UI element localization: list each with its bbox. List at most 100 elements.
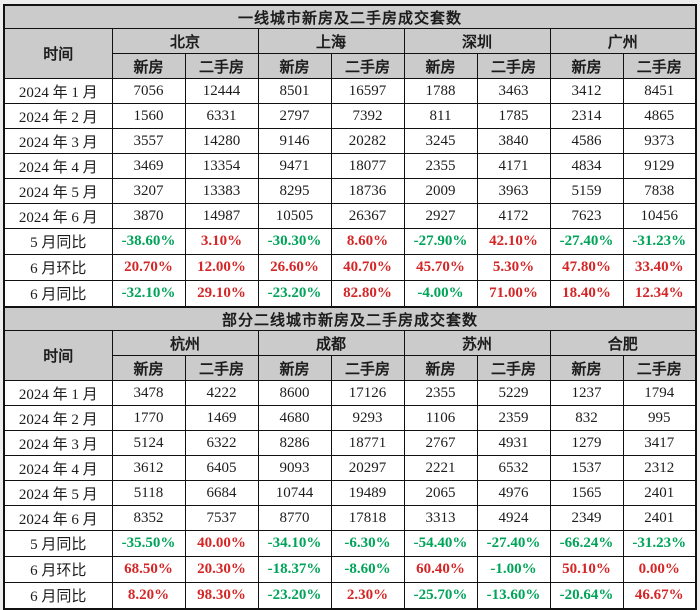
transaction-count-cell: 1279 [549,430,624,456]
transaction-count-cell: 18771 [330,430,405,456]
transaction-count-cell: 8295 [257,178,332,204]
housing-type-header: 二手房 [330,53,405,79]
transaction-count-cell: 10505 [257,203,332,229]
time-header: 时间 [3,330,113,381]
transaction-count-cell: 26367 [330,203,405,229]
data-row: 2024 年 4 月 3469 13354 9471 18077 2355 4171 4834… [3,153,697,179]
transaction-count-cell: 17818 [330,505,405,531]
percentage-cell: 18.40% [549,280,624,308]
month-label: 2024 年 4 月 [3,153,113,179]
transaction-count-cell: 5159 [549,178,624,204]
percentage-cell: -27.40% [549,228,624,255]
percentage-cell: 20.30% [184,556,259,583]
city-header-row: 时间 杭州 成都 苏州 合肥 [3,330,697,381]
percentage-cell: 20.70% [111,254,186,281]
percentage-cell: -35.50% [111,530,186,557]
transaction-count-cell: 2927 [403,203,478,229]
transaction-count-cell: 2401 [622,480,697,506]
percentage-cell: 50.10% [549,556,624,583]
transaction-count-cell: 9471 [257,153,332,179]
transaction-count-cell: 1106 [403,405,478,431]
transaction-count-cell: 5118 [111,480,186,506]
transaction-count-cell: 13354 [184,153,259,179]
housing-type-header: 新房 [257,355,332,381]
housing-type-header: 新房 [257,53,332,79]
percentage-cell: -23.20% [257,582,332,610]
month-label: 2024 年 3 月 [3,128,113,154]
data-row: 2024 年 6 月 3870 14987 10505 26367 2927 4172 762… [3,203,697,229]
transaction-count-cell: 8352 [111,505,186,531]
transaction-count-cell: 2009 [403,178,478,204]
transaction-count-cell: 3478 [111,380,186,406]
transaction-count-cell: 3313 [403,505,478,531]
transaction-count-cell: 1237 [549,380,624,406]
percentage-cell: -1.00% [476,556,551,583]
comparison-label: 6 月同比 [3,280,113,308]
transaction-count-cell: 3870 [111,203,186,229]
transaction-count-cell: 2359 [476,405,551,431]
city-header: 上海 [257,28,405,54]
percentage-cell: 8.60% [330,228,405,255]
month-label: 2024 年 3 月 [3,430,113,456]
data-row: 2024 年 1 月 3478 4222 8600 17126 2355 5229 1237 1… [3,380,697,406]
month-label: 2024 年 4 月 [3,455,113,481]
data-row: 2024 年 1 月 7056 12444 8501 16597 1788 3463 3412… [3,78,697,104]
percentage-cell: 40.00% [184,530,259,557]
percentage-cell: -25.70% [403,582,478,610]
table-title-row: 部分二线城市新房及二手房成交套数 [3,306,697,331]
first-tier-cities-table: 一线城市新房及二手房成交套数 时间 北京 上海 深圳 广州 新房 二手房 新房 二手房 新房 二手房… [3,4,698,308]
month-label: 2024 年 1 月 [3,78,113,104]
percentage-cell: 29.10% [184,280,259,308]
transaction-count-cell: 3417 [622,430,697,456]
transaction-count-cell: 10744 [257,480,332,506]
percentage-cell: 40.70% [330,254,405,281]
transaction-count-cell: 9093 [257,455,332,481]
percentage-cell: -8.60% [330,556,405,583]
transaction-count-cell: 7838 [622,178,697,204]
data-row: 2024 年 3 月 3557 14280 9146 20282 3245 3840 4586… [3,128,697,154]
percentage-row: 5 月同比 -38.60% 3.10% -30.30% 8.60% -27.90% 42.1… [3,228,697,255]
transaction-count-cell: 4834 [549,153,624,179]
percentage-cell: -23.20% [257,280,332,308]
transaction-count-cell: 2401 [622,505,697,531]
transaction-count-cell: 14987 [184,203,259,229]
city-header: 成都 [257,330,405,356]
percentage-cell: 68.50% [111,556,186,583]
percentage-cell: -30.30% [257,228,332,255]
transaction-count-cell: 9129 [622,153,697,179]
percentage-cell: -20.64% [549,582,624,610]
month-label: 2024 年 5 月 [3,480,113,506]
transaction-count-cell: 20282 [330,128,405,154]
percentage-cell: 42.10% [476,228,551,255]
transaction-count-cell: 4865 [622,103,697,129]
percentage-row: 6 月同比 8.20% 98.30% -23.20% 2.30% -25.70% -13.6… [3,582,697,610]
transaction-count-cell: 8286 [257,430,332,456]
transaction-count-cell: 4171 [476,153,551,179]
transaction-count-cell: 1469 [184,405,259,431]
comparison-label: 6 月同比 [3,582,113,610]
city-header: 苏州 [403,330,551,356]
city-header: 深圳 [403,28,551,54]
housing-type-header: 二手房 [184,53,259,79]
percentage-cell: -6.30% [330,530,405,557]
transaction-count-cell: 1788 [403,78,478,104]
percentage-cell: -38.60% [111,228,186,255]
transaction-count-cell: 7623 [549,203,624,229]
city-header: 合肥 [549,330,697,356]
transaction-count-cell: 3463 [476,78,551,104]
transaction-count-cell: 6331 [184,103,259,129]
percentage-row: 6 月环比 20.70% 12.00% 26.60% 40.70% 45.70% 5.30%… [3,254,697,281]
percentage-cell: -4.00% [403,280,478,308]
percentage-cell: -32.10% [111,280,186,308]
percentage-cell: 98.30% [184,582,259,610]
transaction-count-cell: 4680 [257,405,332,431]
percentage-row: 5 月同比 -35.50% 40.00% -34.10% -6.30% -54.40% -2… [3,530,697,557]
transaction-count-cell: 19489 [330,480,405,506]
data-row: 2024 年 3 月 5124 6322 8286 18771 2767 4931 1279 3… [3,430,697,456]
transaction-count-cell: 8451 [622,78,697,104]
transaction-count-cell: 8501 [257,78,332,104]
transaction-count-cell: 3840 [476,128,551,154]
percentage-cell: 12.34% [622,280,697,308]
transaction-count-cell: 3469 [111,153,186,179]
transaction-count-cell: 2349 [549,505,624,531]
